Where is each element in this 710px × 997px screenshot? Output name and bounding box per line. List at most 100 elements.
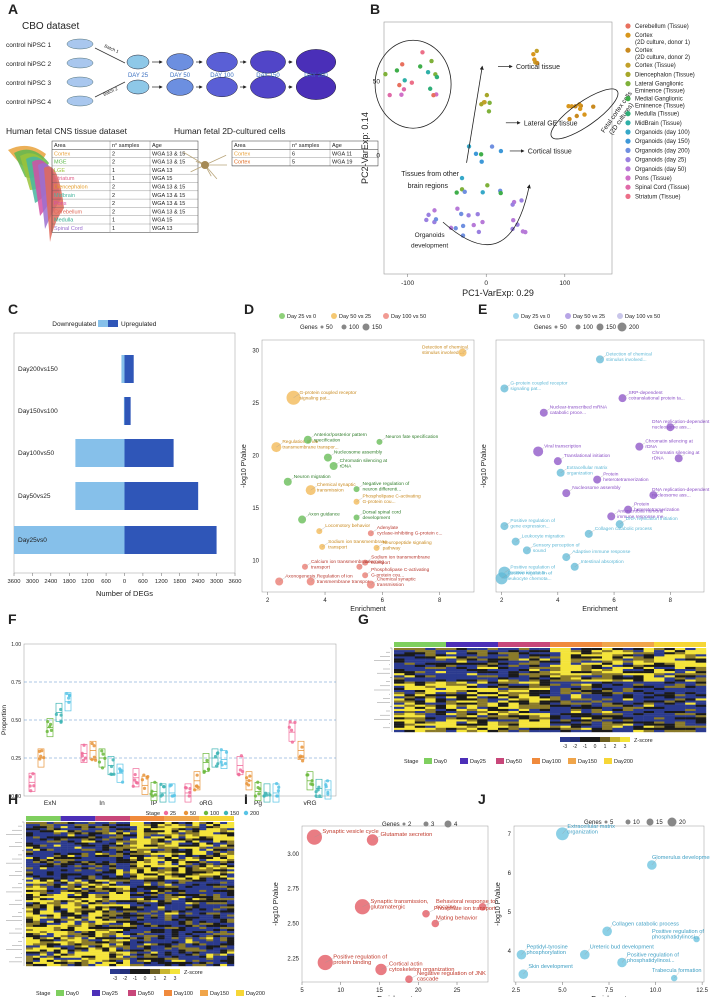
heatmap-cell (674, 650, 686, 653)
heatmap-cell (695, 664, 707, 668)
heatmap-cell (136, 945, 145, 948)
x-tick-label: 2400 (44, 579, 57, 585)
heatmap-cell (591, 683, 603, 686)
heatmap-cell (560, 677, 571, 680)
heatmap-cell (622, 694, 634, 697)
heatmap-cell (425, 664, 436, 668)
heatmap-cell (164, 875, 172, 878)
heatmap-cell (414, 706, 426, 710)
panel-letter-G: G (358, 611, 369, 627)
heatmap-cell (32, 875, 41, 878)
heatmap-cell (446, 725, 457, 728)
heatmap-cell (695, 679, 707, 682)
heatmap-cell (581, 700, 592, 703)
heatmap-cell (622, 654, 634, 657)
cell-culture-icon (66, 57, 94, 69)
heatmap-cell (643, 702, 655, 705)
heatmap-cell (633, 694, 644, 697)
category-label: In (99, 800, 105, 807)
heatmap-cell (143, 859, 151, 862)
heatmap-cell (487, 702, 499, 705)
heatmap-cell (81, 832, 89, 835)
heatmap-cell (539, 656, 551, 659)
heatmap-cell (60, 854, 68, 858)
box-point (150, 789, 154, 793)
heatmap-cell (143, 931, 151, 934)
heatmap-cell (591, 654, 603, 657)
pca-point (431, 93, 436, 98)
heatmap-cell (81, 937, 89, 940)
table-cell: 2 (112, 201, 115, 207)
point-label: Chromatin silencing at (652, 450, 700, 456)
heatmap-cell (518, 666, 530, 670)
heatmap-cell (136, 957, 145, 961)
heatmap-cell (150, 856, 158, 860)
heatmap-cell (591, 677, 603, 680)
heatmap-cell (414, 669, 426, 672)
heatmap-cell (404, 669, 415, 672)
heatmap-cell (213, 830, 221, 833)
heatmap-cell (199, 840, 207, 843)
heatmap-cell (674, 648, 686, 651)
heatmap-cell (213, 867, 221, 870)
leader-line (639, 442, 646, 447)
heatmap-cell (435, 683, 447, 686)
heatmap-cell (674, 683, 686, 686)
heatmap-cell (171, 963, 179, 967)
legend-label: Eminence (Tissue) (635, 104, 685, 110)
heatmap-cell (498, 677, 509, 680)
heatmap-cell (26, 920, 34, 923)
heatmap-cell (227, 826, 235, 829)
heatmap-cell (81, 920, 89, 923)
heatmap-cell (581, 711, 592, 714)
box-point (68, 693, 72, 697)
heatmap-cell (123, 931, 131, 934)
y-tick-label: 4 (508, 949, 512, 955)
heatmap-cell (199, 850, 207, 854)
heatmap-cell (39, 947, 47, 950)
heatmap-cell (425, 648, 436, 651)
heatmap-cell (130, 955, 138, 958)
legend-label: 200 (250, 811, 259, 817)
heatmap-cell (529, 673, 540, 676)
heatmap-cell (206, 842, 214, 845)
zscore-tick: 2 (164, 976, 167, 982)
panel-letter-H: H (8, 791, 18, 807)
heatmap-cell (664, 700, 675, 703)
heatmap-cell (518, 681, 530, 684)
heatmap-cell (199, 863, 207, 866)
heatmap-cell (81, 852, 89, 856)
heatmap-cell (654, 729, 665, 733)
heatmap-cell (192, 863, 200, 866)
heatmap-cell (487, 708, 499, 712)
heatmap-cell (102, 951, 110, 954)
heatmap-cell (466, 650, 478, 653)
point-label: Neuron migration (294, 474, 331, 480)
heatmap-cell (570, 700, 582, 703)
heatmap-cell (394, 673, 405, 676)
heatmap-cell (477, 727, 488, 731)
stage-label: Day200 (246, 991, 265, 997)
heatmap-cell (529, 656, 540, 659)
heatmap-cell (32, 963, 41, 967)
heatmap-cell (88, 887, 96, 891)
heatmap-cell (143, 830, 151, 833)
heatmap-cell (116, 943, 124, 946)
stage-swatch (164, 990, 172, 996)
heatmap-cell (199, 931, 207, 934)
heatmap-cell (164, 877, 172, 880)
heatmap-cell (88, 881, 96, 884)
heatmap-cell (178, 834, 186, 837)
heatmap-cell (39, 848, 47, 851)
heatmap-cell (550, 723, 561, 726)
heatmap-cell (466, 654, 478, 657)
box-point (135, 781, 139, 785)
heatmap-cell (602, 706, 613, 710)
category-label: vRG (304, 800, 317, 807)
heatmap-cell (394, 704, 405, 707)
heatmap-cell (164, 949, 172, 952)
point-label: Dorsal spinal cord (363, 509, 402, 515)
heatmap-cell (32, 955, 41, 958)
heatmap-cell (130, 830, 138, 833)
heatmap-cell (67, 844, 75, 847)
